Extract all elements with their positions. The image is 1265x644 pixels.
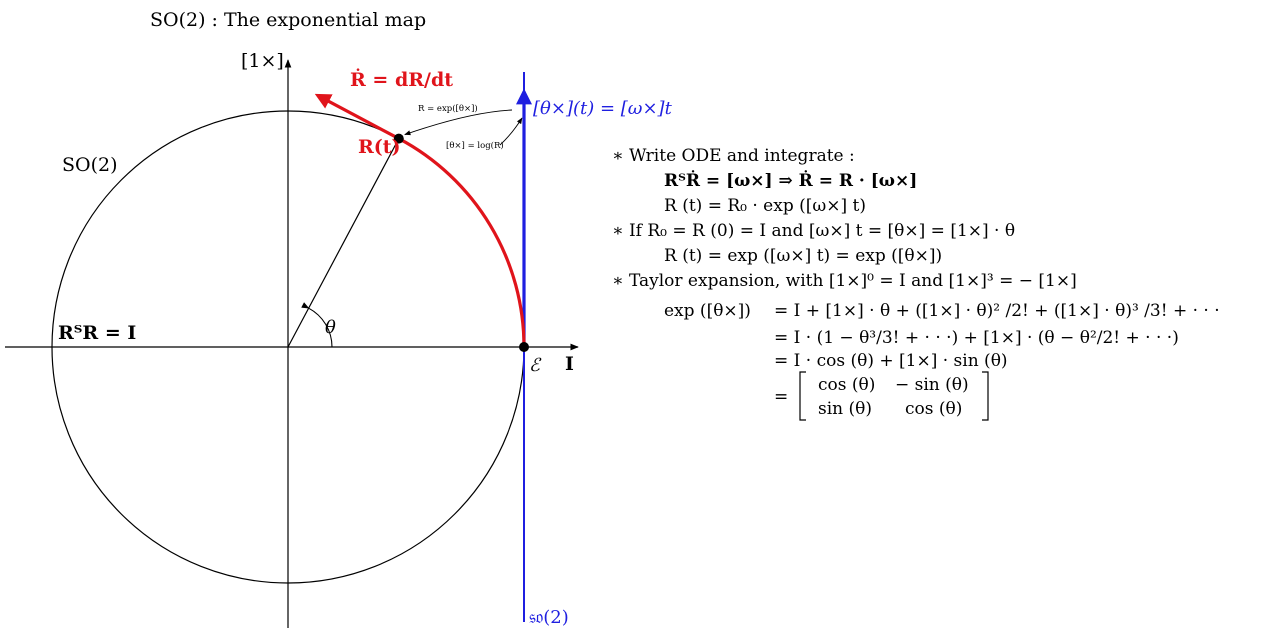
matrix-cell-22: cos (θ) <box>905 399 962 419</box>
equations-block: ∗ Write ODE and integrate : RᵀṘ = [ω×] ⇒… <box>612 146 1220 421</box>
eq-line-8: = I + [1×] · θ + ([1×] · θ)² /2! + ([1×]… <box>774 301 1220 321</box>
radius-line <box>287 138 400 348</box>
point-label: R(t) <box>358 136 401 158</box>
exp-note-label: R = exp([θ×]) <box>418 103 478 114</box>
exp-note-arrow <box>404 109 513 136</box>
algebra-label: 𝔰𝔬(2) <box>529 607 569 628</box>
velocity-label: Ṙ = dR/dt <box>350 68 453 91</box>
eq-line-3: R (t) = R₀ · exp ([ω×] t) <box>664 196 866 216</box>
exponential-arc <box>398 137 526 348</box>
identity-label: ℰ <box>529 355 542 376</box>
eq-line-4: ∗ If R₀ = R (0) = I and [ω×] t = [θ×] = … <box>612 221 1015 241</box>
eq-line-1: ∗ Write ODE and integrate : <box>612 146 855 166</box>
eq-line-7: exp ([θ×]) <box>664 301 751 321</box>
constraint-label: RᵀR = I <box>58 322 136 344</box>
eq-line-10: = I · cos (θ) + [1×] · sin (θ) <box>774 351 1008 371</box>
matrix-cell-11: cos (θ) <box>818 375 875 395</box>
group-label: SO(2) <box>62 154 118 176</box>
tangent-vector-label: [θ×](t) = [ω×]t <box>533 98 673 119</box>
angle-label: θ <box>325 317 336 338</box>
eq-line-5: R (t) = exp ([ω×] t) = exp ([θ×]) <box>664 246 942 266</box>
eq-line-9: = I · (1 − θ³/3! + · · ·) + [1×] · (θ − … <box>774 328 1179 348</box>
page-title: SO(2) : The exponential map <box>150 9 426 31</box>
matrix-cell-12: − sin (θ) <box>895 375 969 395</box>
eq-line-6: ∗ Taylor expansion, with [1×]⁰ = I and [… <box>612 271 1077 291</box>
matrix-right-bracket <box>982 371 989 421</box>
angle-arc <box>301 302 333 348</box>
x-axis-label: I <box>565 353 574 375</box>
log-note-arrow <box>499 117 523 146</box>
matrix-cell-21: sin (θ) <box>818 399 872 419</box>
log-note-label: [θ×] = log(R) <box>446 140 504 151</box>
y-axis-label: [1×] <box>241 50 284 72</box>
eq-line-2: RᵀṘ = [ω×] ⇒ Ṙ = R · [ω×] <box>664 170 917 191</box>
identity-point <box>519 342 529 352</box>
velocity-arrow <box>314 93 400 141</box>
rotation-point <box>393 133 404 144</box>
matrix-left-bracket <box>799 371 806 421</box>
eq-line-11: = <box>774 387 788 407</box>
